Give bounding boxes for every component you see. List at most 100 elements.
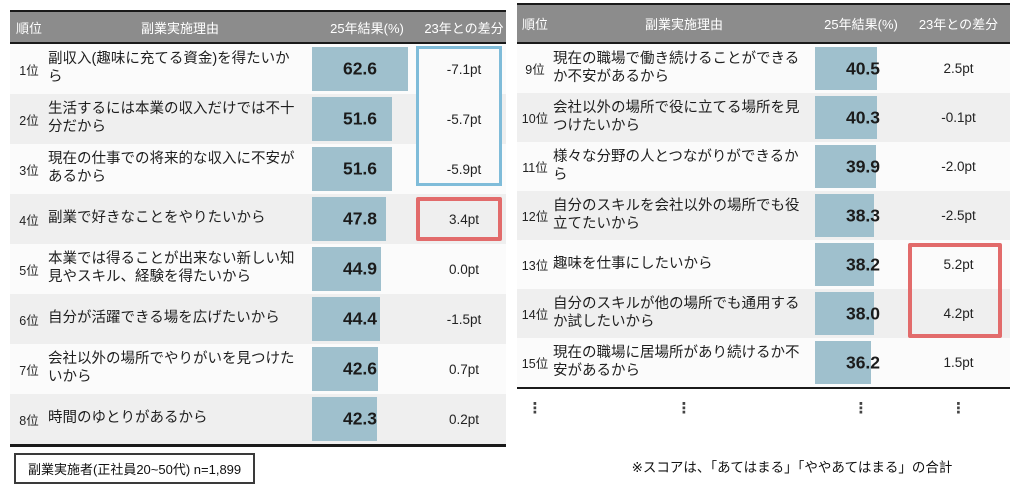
- diff-cell: 4.2pt: [943, 306, 974, 321]
- diff-cell: 1.5pt: [943, 355, 974, 370]
- column-header-reason: 副業実施理由: [644, 17, 723, 32]
- score-bar: [312, 297, 381, 341]
- score-cell: 39.9: [815, 142, 907, 191]
- score-bar: [312, 347, 378, 391]
- score-cell: 38.0: [815, 289, 907, 338]
- rank-cell: 12位: [521, 210, 549, 224]
- table-row: 3位 現在の仕事での将来的な収入に不安があるから 51.6 -5.9pt: [10, 144, 506, 194]
- table-row: 5位 本業では得ることが出来ない新しい知見やスキル、経験を得たいから 44.9 0.0…: [10, 244, 506, 294]
- rank-cell: 10位: [521, 112, 549, 126]
- score-cell: 51.6: [312, 94, 422, 144]
- score-value: 42.6: [342, 358, 378, 379]
- continuation-row: ⋮ ⋮ ⋮ ⋮: [517, 389, 1010, 427]
- table-row: 1位 副収入(趣味に充てる資金)を得たいから 62.6 -7.1pt: [10, 44, 506, 94]
- reason-cell: 副業で好きなことをやりたいから: [48, 210, 266, 227]
- rank-cell: 3位: [19, 163, 39, 178]
- rank-cell: 11位: [522, 161, 548, 175]
- score-bar: [815, 96, 878, 139]
- diff-cell: 5.2pt: [943, 257, 974, 272]
- score-value: 51.6: [342, 158, 378, 179]
- rank-cell: 2位: [19, 113, 39, 128]
- column-header-score: 25年結果(%): [330, 20, 404, 36]
- score-cell: 47.8: [312, 194, 422, 244]
- table-body-left: 1位 副収入(趣味に充てる資金)を得たいから 62.6 -7.1pt 2位 生活するには本…: [10, 44, 506, 447]
- table-row: 13位 趣味を仕事にしたいから 38.2 5.2pt: [517, 240, 1010, 289]
- diff-cell: 0.7pt: [448, 361, 480, 377]
- table-ranks-1-8: 順位 副業実施理由 25年結果(%) 23年との差分 1位 副収入(趣味に充てる資…: [10, 10, 506, 447]
- score-bar: [815, 292, 874, 335]
- score-note: ※スコアは、「あてはまる」「ややあてはまる」の合計: [631, 460, 953, 475]
- diff-cell: -2.0pt: [941, 159, 976, 174]
- score-value: 40.5: [845, 58, 881, 78]
- score-value: 44.4: [342, 308, 378, 329]
- score-bar: [815, 194, 874, 237]
- rank-cell: 9位: [525, 63, 545, 77]
- score-bar: [312, 397, 378, 441]
- reason-cell: 自分のスキルを会社以外の場所でも役立てたいから: [553, 197, 800, 232]
- table-row: 7位 会社以外の場所でやりがいを見つけたいから 42.6 0.7pt: [10, 344, 506, 394]
- score-value: 36.2: [845, 352, 881, 372]
- table-row: 14位 自分のスキルが他の場所でも通用するか試したいから 38.0 4.2pt: [517, 289, 1010, 338]
- reason-cell: 副収入(趣味に充てる資金)を得たいから: [48, 51, 290, 85]
- diff-cell: -0.1pt: [941, 110, 976, 125]
- score-cell: 44.9: [312, 244, 422, 294]
- table-header: 順位 副業実施理由 25年結果(%) 23年との差分: [10, 10, 506, 44]
- column-header-score: 25年結果(%): [824, 17, 898, 32]
- ellipsis-mark: ⋮: [676, 400, 692, 417]
- table-row: 4位 副業で好きなことをやりたいから 47.8 3.4pt: [10, 194, 506, 244]
- rank-cell: 1位: [19, 63, 39, 78]
- score-value: 38.0: [845, 303, 881, 323]
- table-body-right: 9位 現在の職場で働き続けることができるか不安があるから 40.5 2.5pt 10位会…: [517, 44, 1010, 389]
- score-cell: 42.6: [312, 344, 422, 394]
- reason-cell: 会社以外の場所でやりがいを見つけたいから: [48, 351, 295, 385]
- score-cell: 44.4: [312, 294, 422, 344]
- column-header-diff: 23年との差分: [424, 20, 504, 36]
- rank-cell: 7位: [19, 363, 39, 378]
- rank-cell: 8位: [19, 413, 39, 428]
- reason-cell: 現在の仕事での将来的な収入に不安があるから: [48, 151, 295, 185]
- score-bar: [312, 47, 409, 91]
- rank-cell: 15位: [521, 357, 549, 371]
- table-row: 10位 会社以外の場所で役に立てる場所を見つけたいから 40.3 -0.1pt: [517, 93, 1010, 142]
- score-value: 38.2: [845, 254, 881, 274]
- score-cell: 42.3: [312, 394, 422, 444]
- diff-cell: 0.2pt: [448, 411, 480, 427]
- score-cell: 38.3: [815, 191, 907, 240]
- diff-cell: 2.5pt: [943, 61, 974, 76]
- diff-cell: -2.5pt: [941, 208, 976, 223]
- score-cell: 40.5: [815, 44, 907, 93]
- table-row: 2位 生活するには本業の収入だけでは不十分だから 51.6 -5.7pt: [10, 94, 506, 144]
- score-cell: 38.2: [815, 240, 907, 289]
- reason-cell: 自分が活躍できる場を広げたいから: [48, 310, 280, 327]
- score-value: 42.3: [342, 408, 378, 429]
- score-value: 62.6: [342, 58, 378, 79]
- diff-cell: -1.5pt: [446, 311, 482, 327]
- score-cell: 36.2: [815, 338, 907, 387]
- table-row: 9位 現在の職場で働き続けることができるか不安があるから 40.5 2.5pt: [517, 44, 1010, 93]
- reason-cell: 趣味を仕事にしたいから: [553, 255, 713, 272]
- reason-cell: 自分のスキルが他の場所でも通用するか試したいから: [553, 295, 800, 330]
- score-bar: [815, 47, 878, 90]
- reason-cell: 様々な分野の人とつながりができるから: [553, 148, 799, 183]
- score-value: 40.3: [845, 107, 881, 127]
- score-bar: [312, 97, 392, 141]
- reason-cell: 現在の職場に居場所があり続けるか不安があるから: [553, 344, 800, 379]
- table-row: 6位 自分が活躍できる場を広げたいから 44.4 -1.5pt: [10, 294, 506, 344]
- score-bar: [815, 243, 874, 286]
- sample-note: 副業実施者(正社員20~50代) n=1,899: [14, 453, 256, 484]
- column-header-rank: 順位: [521, 17, 548, 32]
- diff-cell: -7.1pt: [446, 61, 482, 77]
- table-row: 15位 現在の職場に居場所があり続けるか不安があるから 36.2 1.5pt: [517, 338, 1010, 387]
- column-header-reason: 副業実施理由: [140, 20, 219, 36]
- ellipsis-mark: ⋮: [853, 400, 869, 417]
- rank-cell: 5位: [19, 263, 39, 278]
- table-row: 12位 自分のスキルを会社以外の場所でも役立てたいから 38.3 -2.5pt: [517, 191, 1010, 240]
- score-bar: [815, 341, 871, 384]
- reason-cell: 生活するには本業の収入だけでは不十分だから: [48, 101, 295, 135]
- ellipsis-mark: ⋮: [527, 400, 543, 417]
- score-bar: [312, 147, 392, 191]
- reason-cell: 現在の職場で働き続けることができるか不安があるから: [553, 50, 800, 85]
- rank-cell: 4位: [19, 213, 39, 228]
- score-cell: 40.3: [815, 93, 907, 142]
- score-cell: 51.6: [312, 144, 422, 194]
